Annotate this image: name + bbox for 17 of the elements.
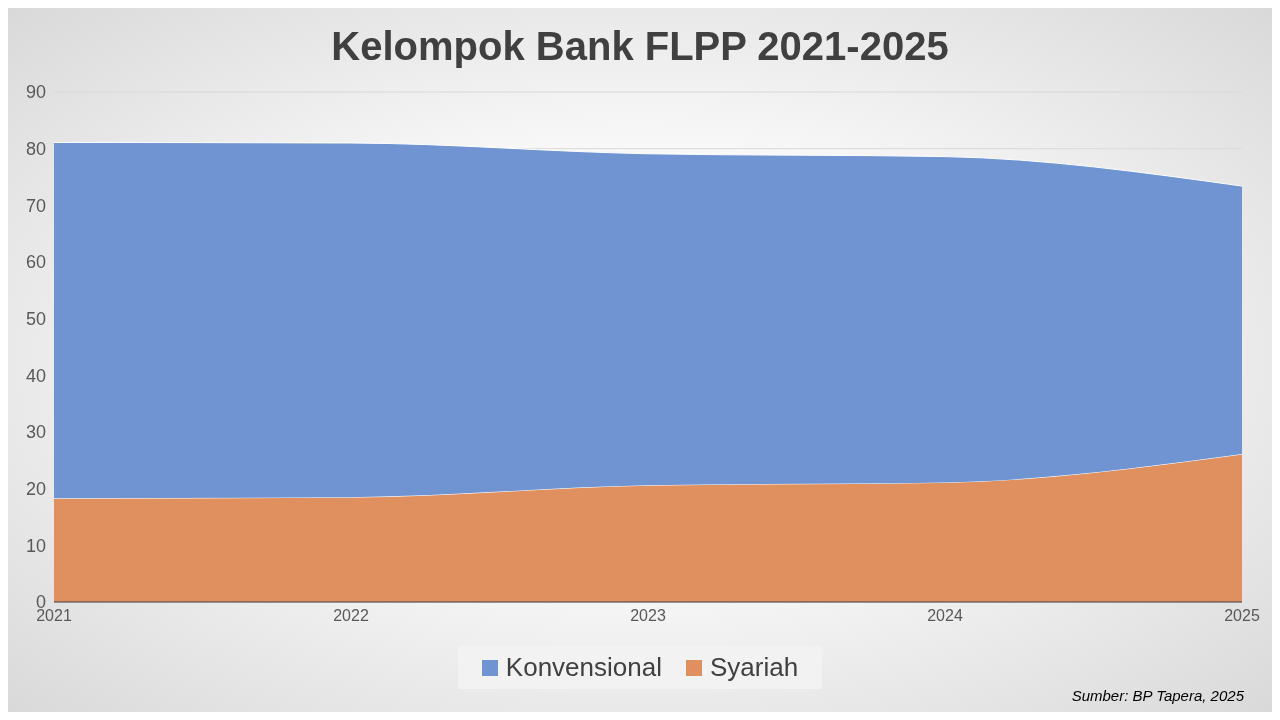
x-tick-label: 2022 [333, 607, 369, 625]
y-tick-label: 10 [25, 535, 46, 556]
y-tick-label: 30 [25, 422, 46, 443]
y-tick-label: 40 [25, 365, 46, 386]
y-tick-label: 80 [25, 139, 46, 160]
y-tick-label: 90 [25, 82, 46, 103]
y-tick-label: 20 [25, 479, 46, 500]
legend-label: Konvensional [504, 652, 662, 683]
chart-title: Kelompok Bank FLPP 2021-2025 [330, 23, 950, 70]
x-tick-label: 2025 [1224, 607, 1260, 625]
x-tick-label: 2023 [630, 607, 666, 625]
y-tick-label: 50 [25, 309, 46, 330]
y-tick-label: 60 [25, 252, 46, 273]
legend-label: Syariah [709, 652, 799, 683]
y-tick-label: 70 [25, 195, 46, 216]
x-tick-label: 2024 [927, 607, 963, 625]
text: Sumber: BP Tapera, 2025 [1071, 687, 1244, 704]
